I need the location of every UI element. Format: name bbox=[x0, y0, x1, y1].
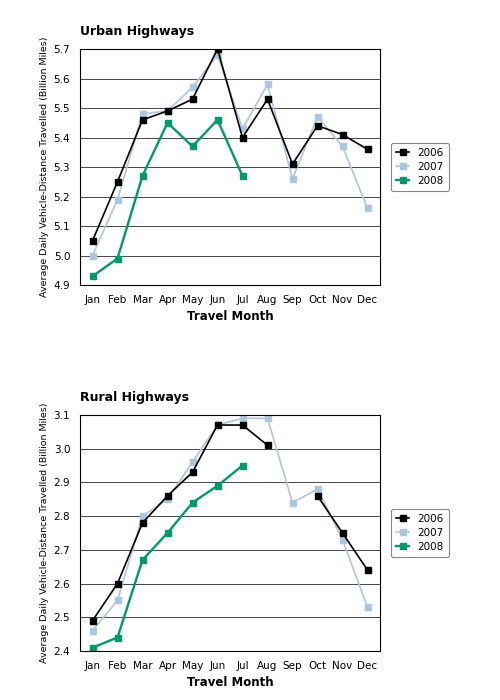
2006 bbox=[190, 95, 196, 104]
2008 bbox=[214, 116, 220, 124]
2008 bbox=[140, 172, 145, 180]
Legend: 2006, 2007, 2008: 2006, 2007, 2008 bbox=[391, 143, 448, 191]
2007 bbox=[140, 512, 145, 520]
2006 bbox=[314, 491, 320, 500]
2007 bbox=[264, 80, 270, 89]
2007 bbox=[140, 110, 145, 118]
2007 bbox=[190, 83, 196, 92]
Line: 2006: 2006 bbox=[89, 46, 371, 244]
2007 bbox=[190, 458, 196, 466]
2007 bbox=[90, 626, 96, 635]
2008 bbox=[140, 556, 145, 564]
2007 bbox=[164, 495, 170, 503]
2006 bbox=[240, 421, 246, 429]
2008 bbox=[214, 482, 220, 490]
2007 bbox=[290, 174, 296, 183]
2007 bbox=[314, 485, 320, 494]
2008 bbox=[90, 272, 96, 281]
2008 bbox=[114, 634, 120, 642]
2006 bbox=[240, 133, 246, 141]
2007 bbox=[114, 195, 120, 204]
2008 bbox=[240, 172, 246, 180]
2006 bbox=[164, 491, 170, 500]
Y-axis label: Average Daily Vehicle-Distance Travelled (Billion Miles): Average Daily Vehicle-Distance Travelled… bbox=[40, 402, 50, 663]
2006 bbox=[364, 566, 370, 574]
2007 bbox=[214, 50, 220, 59]
2006 bbox=[290, 160, 296, 168]
2007 bbox=[364, 204, 370, 213]
2006 bbox=[264, 95, 270, 104]
2006 bbox=[214, 421, 220, 429]
2007 bbox=[240, 125, 246, 133]
Legend: 2006, 2007, 2008: 2006, 2007, 2008 bbox=[391, 509, 448, 557]
2007 bbox=[340, 142, 345, 150]
2006 bbox=[314, 122, 320, 130]
2006 bbox=[340, 528, 345, 537]
2007 bbox=[340, 536, 345, 544]
2008 bbox=[240, 461, 246, 470]
2007 bbox=[214, 421, 220, 429]
Line: 2006: 2006 bbox=[89, 421, 371, 624]
2006 bbox=[90, 617, 96, 625]
Text: Rural Highways: Rural Highways bbox=[80, 391, 189, 405]
Line: 2008: 2008 bbox=[89, 462, 246, 651]
2008 bbox=[164, 118, 170, 127]
2008 bbox=[190, 498, 196, 507]
2008 bbox=[190, 142, 196, 150]
2006 bbox=[90, 237, 96, 245]
2006 bbox=[364, 145, 370, 153]
2007 bbox=[240, 414, 246, 423]
2006 bbox=[190, 468, 196, 477]
2007 bbox=[264, 414, 270, 423]
2006 bbox=[114, 178, 120, 186]
Line: 2008: 2008 bbox=[89, 116, 246, 280]
X-axis label: Travel Month: Travel Month bbox=[186, 676, 274, 690]
2006 bbox=[140, 519, 145, 527]
2007 bbox=[90, 251, 96, 260]
Y-axis label: Average Daily Vehicle-Distance Travelled (Billion Miles): Average Daily Vehicle-Distance Travelled… bbox=[40, 37, 50, 298]
2007 bbox=[290, 498, 296, 507]
2006 bbox=[264, 441, 270, 449]
2006 bbox=[140, 116, 145, 124]
2006 bbox=[214, 45, 220, 53]
2007 bbox=[164, 107, 170, 116]
2006 bbox=[164, 107, 170, 116]
Line: 2007: 2007 bbox=[89, 51, 371, 259]
X-axis label: Travel Month: Travel Month bbox=[186, 310, 274, 323]
2006 bbox=[340, 130, 345, 139]
2008 bbox=[114, 254, 120, 262]
Line: 2007: 2007 bbox=[89, 415, 371, 634]
2008 bbox=[164, 528, 170, 537]
Text: Urban Highways: Urban Highways bbox=[80, 25, 194, 38]
2008 bbox=[90, 643, 96, 652]
2006 bbox=[114, 580, 120, 588]
2007 bbox=[364, 603, 370, 611]
2007 bbox=[114, 596, 120, 605]
2007 bbox=[314, 113, 320, 121]
